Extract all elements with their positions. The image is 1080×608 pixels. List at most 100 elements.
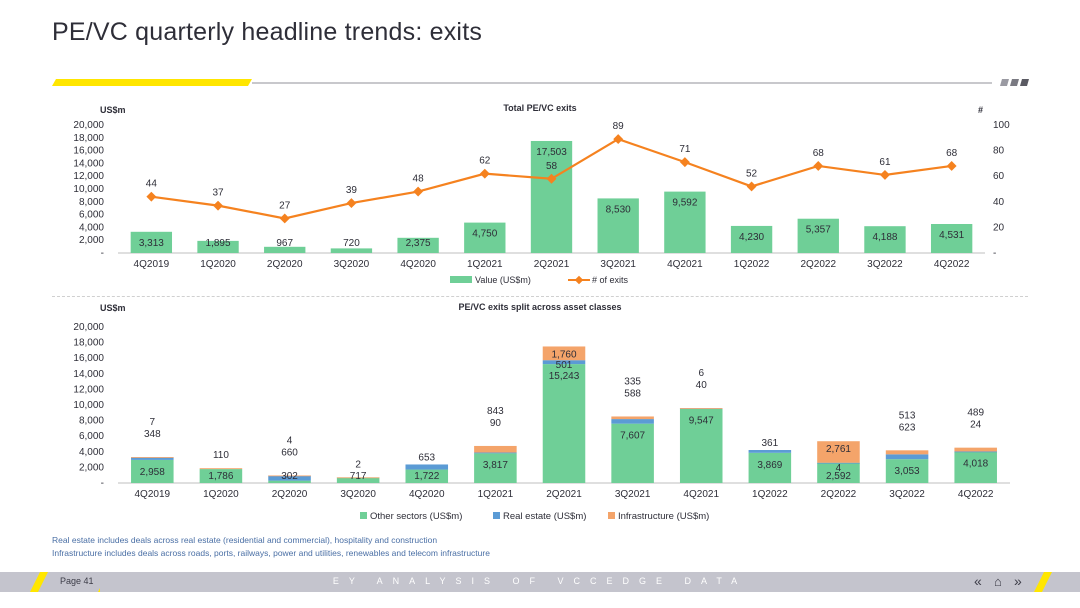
chart2-ytick-label: - bbox=[101, 478, 104, 489]
chart1-exits-marker bbox=[813, 161, 824, 171]
chart1-value-label: 5,357 bbox=[806, 225, 831, 236]
page-title: PE/VC quarterly headline trends: exits bbox=[52, 18, 483, 46]
chart2-infrastructure-bar bbox=[679, 408, 723, 409]
chart1-legend-value-label: Value (US$m) bbox=[475, 275, 531, 285]
accent-rule-grey bbox=[252, 82, 992, 84]
chart2-real-estate-bar bbox=[405, 464, 449, 470]
chart1-exits-label: 44 bbox=[146, 179, 158, 190]
chart2-other-sectors-label: 9,547 bbox=[689, 416, 714, 427]
chart1-exits-label: 58 bbox=[546, 161, 558, 172]
chart1-ylabel: US$m bbox=[100, 105, 126, 115]
chart1-xtick-label: 4Q2019 bbox=[134, 259, 170, 270]
chart2-ytick-label: 4,000 bbox=[79, 447, 104, 458]
chart1-value-bar bbox=[530, 140, 573, 253]
chart2-xtick-label: 2Q2022 bbox=[821, 489, 857, 500]
chart1-value-label: 8,530 bbox=[606, 204, 631, 215]
chart2-legend-label: Infrastructure (US$m) bbox=[618, 511, 709, 522]
double-chevron-right-icon[interactable]: » bbox=[1014, 573, 1022, 589]
chart2-infrastructure-label: 335 bbox=[624, 376, 641, 387]
chart1-exits-marker bbox=[413, 186, 424, 197]
chart1-xtick-label: 1Q2022 bbox=[734, 259, 770, 270]
chart1-exits-marker bbox=[146, 191, 157, 202]
chart1-xtick-label: 4Q2022 bbox=[934, 259, 970, 270]
double-chevron-left-icon[interactable]: « bbox=[974, 573, 982, 589]
chart1-y2tick-label: 80 bbox=[993, 146, 1005, 157]
chart1-value-label: 9,592 bbox=[672, 198, 697, 209]
chart2-infrastructure-bar bbox=[474, 445, 517, 453]
chart1-exits-label: 68 bbox=[813, 148, 825, 159]
chart1-exits-label: 89 bbox=[613, 121, 625, 132]
chart1-legend-exits-marker bbox=[574, 275, 584, 285]
chart2-other-sectors-label: 2,592 bbox=[826, 471, 851, 482]
chart2-ytick-label: 14,000 bbox=[73, 369, 104, 380]
chart1-title: Total PE/VC exits bbox=[503, 103, 576, 113]
chart1-exits-marker bbox=[479, 168, 490, 179]
chart1-exits-label: 52 bbox=[746, 168, 758, 179]
chart1-value-label: 4,750 bbox=[472, 229, 497, 240]
chart2-real-estate-label: 40 bbox=[696, 380, 708, 391]
chart2-other-sectors-bar bbox=[885, 459, 929, 483]
chart1-xtick-label: 4Q2020 bbox=[400, 259, 436, 270]
chart2-legend-swatch bbox=[360, 512, 367, 519]
chart1-exits-label: 71 bbox=[679, 144, 691, 155]
chart1-y2tick-label: 20 bbox=[993, 222, 1005, 233]
chart2-real-estate-bar bbox=[748, 450, 792, 453]
chart1-y2tick-label: 100 bbox=[993, 120, 1010, 131]
chart2-other-sectors-bar bbox=[405, 469, 449, 483]
chart2-infrastructure-bar bbox=[336, 477, 380, 479]
chart2-real-estate-label: 348 bbox=[144, 429, 161, 440]
title-accent-bar bbox=[52, 79, 1029, 86]
chart1-exits-marker bbox=[613, 134, 624, 145]
chart2-real-estate-bar bbox=[131, 457, 174, 460]
chart2-ytick-label: 6,000 bbox=[79, 431, 104, 442]
chart1-y2tick-label: - bbox=[993, 248, 996, 259]
chart2-xtick-label: 4Q2022 bbox=[958, 489, 994, 500]
chart2-real-estate-label: 660 bbox=[281, 447, 298, 458]
chart2-infrastructure-bar bbox=[131, 457, 174, 458]
chart1-value-bar bbox=[330, 248, 373, 253]
chart1-value-bar bbox=[197, 240, 239, 253]
chart1-value-label: 1,895 bbox=[206, 238, 231, 249]
chart1-value-label: 17,503 bbox=[536, 147, 567, 158]
chart2-xtick-label: 2Q2021 bbox=[546, 489, 582, 500]
chart2-other-sectors-bar bbox=[748, 452, 792, 483]
chart2-other-sectors-bar bbox=[679, 408, 723, 483]
chart2-other-sectors-bar bbox=[336, 477, 380, 483]
chart1-xtick-label: 4Q2021 bbox=[667, 259, 703, 270]
chart2-other-sectors-label: 717 bbox=[350, 471, 367, 482]
chart2-xtick-label: 1Q2022 bbox=[752, 489, 788, 500]
chart2-legend-label: Real estate (US$m) bbox=[503, 511, 586, 522]
chart2-other-sectors-bar bbox=[199, 469, 243, 483]
chart2-infrastructure-bar bbox=[817, 441, 860, 463]
chart1-ytick-label: 20,000 bbox=[73, 120, 104, 131]
chart2-other-sectors-bar bbox=[817, 462, 860, 483]
chart1-value-bar bbox=[597, 198, 639, 253]
chart2-real-estate-label: 24 bbox=[970, 420, 982, 431]
accent-tick-3 bbox=[1020, 79, 1029, 86]
chart2-infrastructure-bar bbox=[954, 447, 997, 452]
chart1-value-bar bbox=[264, 246, 306, 253]
accent-tick-2 bbox=[1010, 79, 1019, 86]
chart2-other-sectors-label: 1,786 bbox=[208, 471, 233, 482]
chart2-real-estate-bar bbox=[268, 475, 311, 481]
chart1-xtick-label: 2Q2021 bbox=[534, 259, 570, 270]
chart1-value-label: 4,531 bbox=[939, 230, 964, 241]
chart2-infrastructure-label: 1,760 bbox=[551, 349, 576, 360]
chart2-real-estate-bar bbox=[954, 451, 997, 453]
chart2-ytick-label: 18,000 bbox=[73, 338, 104, 349]
home-icon[interactable]: ⌂ bbox=[994, 574, 1002, 589]
chart2-other-sectors-label: 15,243 bbox=[549, 371, 580, 382]
chart2-xtick-label: 4Q2019 bbox=[135, 489, 171, 500]
chart1-exits-marker bbox=[880, 169, 890, 180]
chart2-other-sectors-label: 1,722 bbox=[414, 471, 439, 482]
chart2-other-sectors-bar bbox=[474, 453, 517, 483]
chart1-exits-marker bbox=[946, 161, 957, 171]
footnote-real-estate: Real estate includes deals across real e… bbox=[52, 535, 438, 545]
chart2-other-sectors-label: 7,607 bbox=[620, 431, 645, 442]
chart2-other-sectors-bar bbox=[268, 480, 311, 483]
chart2-real-estate-label: 653 bbox=[418, 452, 435, 463]
chart1-exits-label: 39 bbox=[346, 185, 358, 196]
accent-stripe-yellow bbox=[52, 79, 252, 86]
chart2-legend-label: Other sectors (US$m) bbox=[370, 511, 462, 522]
chart2-infrastructure-bar bbox=[885, 450, 929, 455]
